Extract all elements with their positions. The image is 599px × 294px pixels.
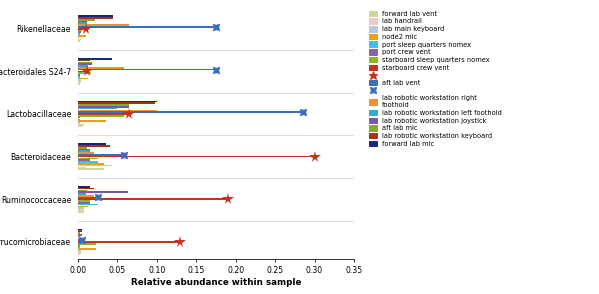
Bar	[78, 17, 113, 19]
Bar	[78, 120, 105, 122]
Bar	[78, 245, 80, 246]
Bar	[78, 188, 93, 189]
Bar	[78, 65, 88, 67]
Bar	[78, 74, 80, 76]
Bar	[78, 71, 87, 72]
Bar	[78, 33, 80, 35]
Bar	[78, 211, 84, 213]
Bar	[78, 200, 90, 202]
Bar	[78, 151, 90, 152]
Bar	[78, 147, 87, 148]
Bar	[78, 22, 87, 24]
Bar	[78, 197, 98, 198]
Bar	[78, 243, 96, 245]
Bar	[78, 154, 123, 156]
Bar	[78, 40, 80, 42]
Bar	[78, 159, 90, 161]
Bar	[78, 39, 81, 40]
Bar	[78, 191, 128, 193]
Bar	[78, 104, 129, 106]
Bar	[78, 232, 80, 234]
Bar	[78, 149, 90, 150]
Bar	[78, 126, 82, 127]
Bar	[78, 60, 90, 61]
Bar	[78, 167, 86, 168]
Bar	[78, 193, 86, 195]
Bar	[78, 239, 82, 241]
Legend: forward lab vent, lab handrail, lab main keyboard, node2 mic, port sleep quarter: forward lab vent, lab handrail, lab main…	[368, 10, 502, 147]
Bar	[78, 124, 84, 126]
Bar	[78, 250, 81, 252]
Bar	[78, 26, 216, 28]
Bar	[78, 158, 98, 159]
Bar	[78, 19, 95, 21]
Bar	[78, 195, 93, 196]
Bar	[78, 145, 110, 147]
Bar	[78, 78, 88, 79]
Bar	[78, 234, 82, 235]
Bar	[78, 69, 216, 70]
Bar	[78, 165, 112, 166]
Bar	[78, 63, 92, 65]
Bar	[78, 15, 113, 17]
Bar	[78, 21, 87, 22]
Bar	[78, 208, 84, 209]
Bar	[78, 248, 96, 250]
Bar	[78, 254, 80, 255]
Bar	[78, 206, 88, 207]
Bar	[78, 168, 104, 170]
Bar	[78, 76, 80, 78]
Bar	[78, 30, 82, 31]
Bar	[78, 186, 90, 188]
Bar	[78, 230, 82, 232]
Bar	[78, 113, 129, 115]
Bar	[78, 122, 80, 124]
Bar	[78, 37, 80, 39]
Bar	[78, 118, 80, 120]
Bar	[78, 115, 123, 117]
Bar	[78, 24, 129, 26]
Bar	[78, 35, 86, 37]
Bar	[78, 81, 81, 83]
Bar	[78, 67, 123, 69]
Bar	[78, 246, 80, 248]
Bar	[78, 72, 90, 74]
Bar	[78, 190, 87, 191]
Bar	[78, 61, 92, 63]
Bar	[78, 228, 82, 230]
Bar	[78, 108, 117, 109]
Bar	[78, 236, 80, 237]
Bar	[78, 152, 93, 154]
Bar	[78, 83, 80, 85]
Bar	[78, 111, 302, 113]
X-axis label: Relative abundance within sample: Relative abundance within sample	[131, 278, 301, 288]
Bar	[78, 202, 90, 204]
Bar	[78, 238, 86, 239]
Bar	[78, 252, 81, 253]
Bar	[78, 143, 105, 145]
Bar	[78, 163, 104, 165]
Bar	[78, 110, 156, 111]
Bar	[78, 204, 98, 206]
Bar	[78, 209, 84, 211]
Bar	[78, 241, 180, 243]
Bar	[78, 31, 81, 33]
Bar	[78, 101, 156, 102]
Bar	[78, 161, 98, 163]
Bar	[78, 28, 86, 29]
Bar	[78, 117, 80, 118]
Bar	[78, 156, 314, 158]
Bar	[78, 198, 228, 200]
Bar	[78, 106, 129, 108]
Bar	[78, 79, 81, 81]
Bar	[78, 102, 155, 104]
Bar	[78, 58, 112, 60]
